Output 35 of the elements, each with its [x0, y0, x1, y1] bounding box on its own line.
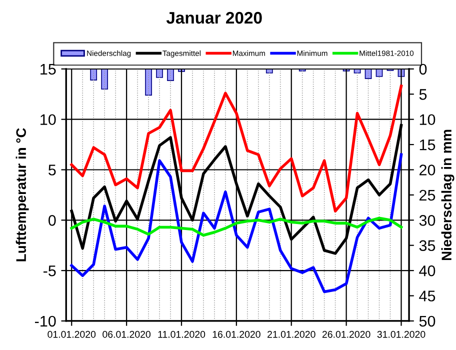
y2-tick-label: 45 — [419, 290, 436, 302]
line-series — [70, 84, 403, 212]
y2-axis-title: Niederschlag in mm — [441, 130, 454, 260]
y-tick-label: 15 — [40, 64, 56, 75]
x-tick-label: 16.01.2020 — [212, 330, 260, 338]
y-tick-label: 10 — [40, 114, 56, 126]
x-tick-label: 11.01.2020 — [158, 330, 206, 338]
y-tick-label: -5 — [43, 266, 56, 276]
bar — [156, 68, 163, 78]
x-tick-label: 01.01.2020 — [48, 330, 96, 338]
y2-tick-label: 20 — [420, 164, 436, 176]
y-tick-label: 0 — [48, 215, 56, 226]
y2-tick-label: 15 — [420, 140, 436, 150]
y-tick-label: -10 — [34, 316, 56, 327]
x-tick-label: 06.01.2020 — [102, 330, 151, 338]
y2-tick-label: 0 — [419, 64, 427, 75]
line-series — [70, 153, 403, 294]
y2-tick-label: 35 — [419, 240, 436, 252]
y-tick-label: 5 — [48, 164, 56, 176]
y-axis-title: Lufttemperatur in °C — [16, 128, 29, 262]
bar — [101, 68, 108, 90]
y2-tick-label: 10 — [420, 114, 436, 126]
y2-tick-label: 50 — [419, 316, 436, 327]
bar — [167, 68, 174, 81]
y2-tick-label: 40 — [419, 265, 436, 276]
y2-tick-label: 30 — [419, 215, 436, 226]
line-series — [70, 216, 403, 237]
chart-title: Januar 2020 — [166, 12, 262, 24]
x-tick-label: 21.01.2020 — [268, 330, 316, 338]
y2-tick-label: 5 — [419, 89, 427, 100]
x-tick-label: 31.01.2020 — [377, 330, 426, 338]
x-tick-label: 26.01.2020 — [322, 330, 370, 338]
bar — [90, 68, 98, 80]
bar — [145, 68, 152, 96]
y2-tick-label: 25 — [420, 190, 436, 201]
